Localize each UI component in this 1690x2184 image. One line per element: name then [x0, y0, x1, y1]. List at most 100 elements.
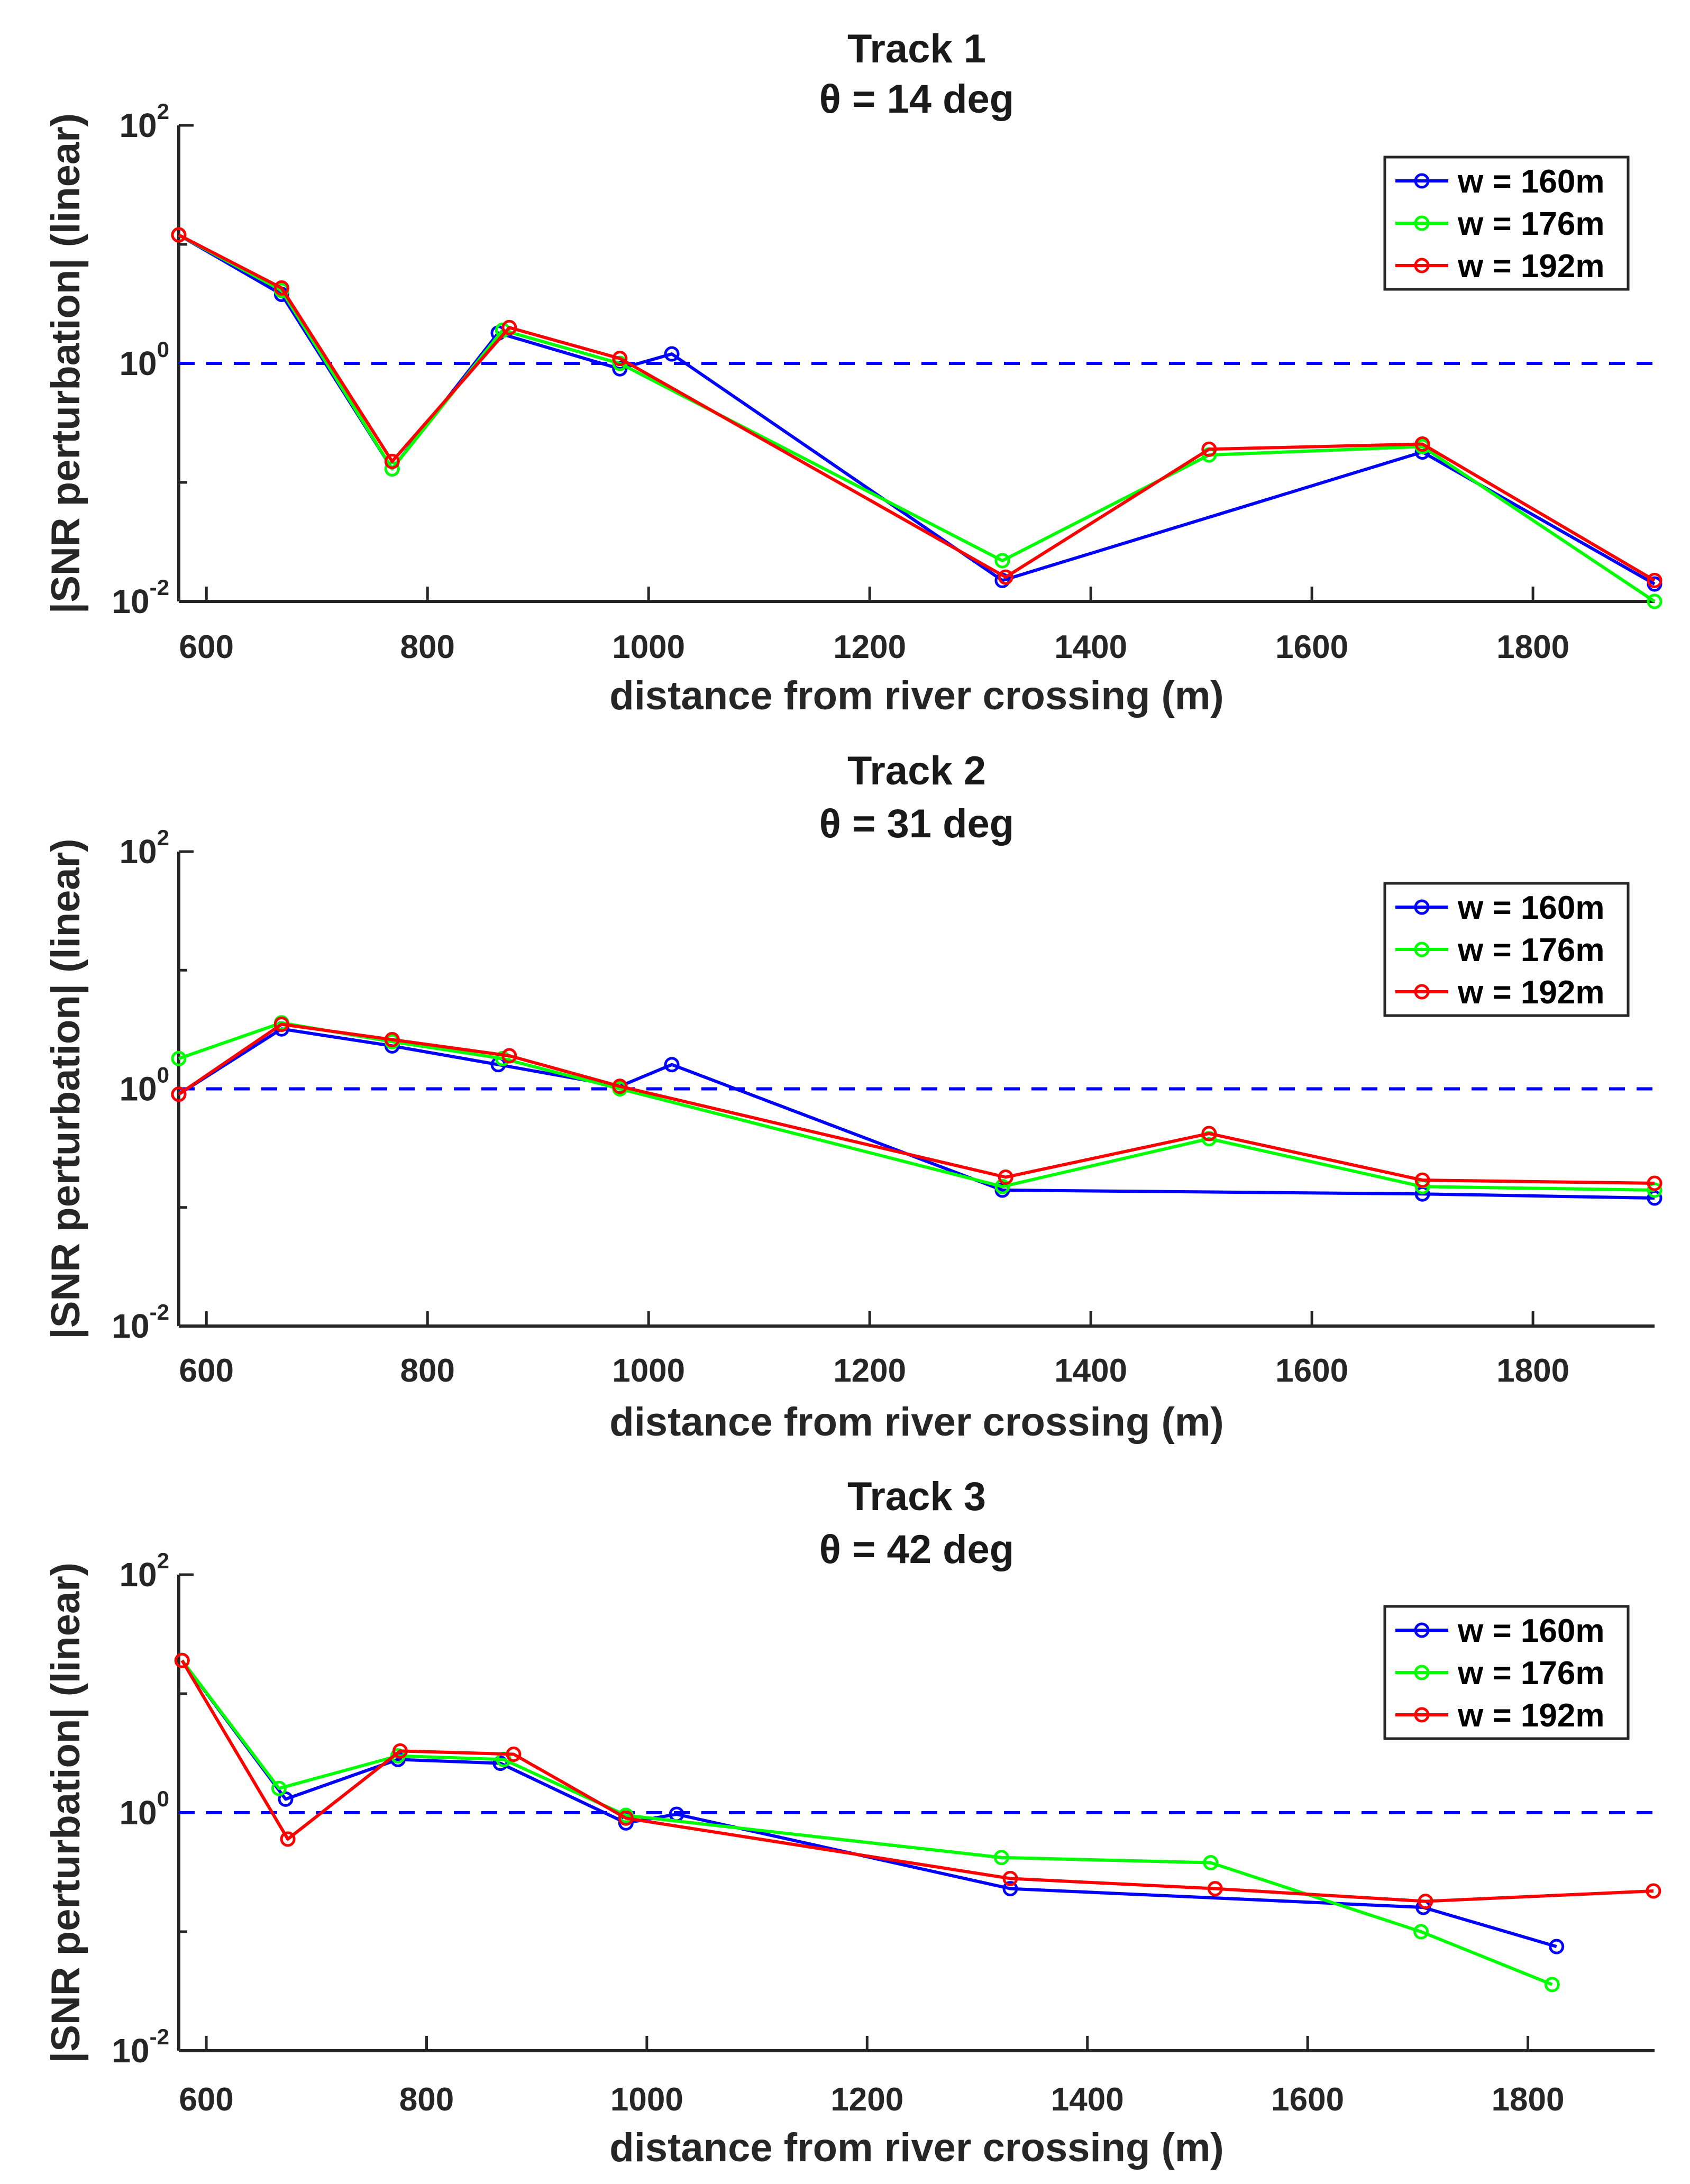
- x-tick-label: 800: [400, 1353, 454, 1389]
- x-tick-label: 800: [400, 629, 454, 665]
- y-tick-base: 10: [119, 1556, 157, 1594]
- chart-subtitle: θ = 42 deg: [819, 1527, 1014, 1572]
- x-tick-label: 1600: [1271, 2081, 1344, 2118]
- data-point: [1414, 1172, 1430, 1188]
- data-point: [1647, 572, 1662, 588]
- x-tick-label: 1000: [610, 2081, 683, 2118]
- x-tick-label: 1400: [1054, 629, 1127, 665]
- data-point: [998, 569, 1013, 585]
- x-tick-label: 1600: [1275, 1353, 1348, 1389]
- x-tick-label: 1800: [1496, 629, 1569, 665]
- y-tick-exponent: 2: [157, 1548, 169, 1573]
- legend-swatch-marker: [1414, 1665, 1430, 1680]
- legend: w = 160m w = 176m w = 192m: [1383, 156, 1630, 291]
- legend-item: w = 160m: [1395, 890, 1604, 926]
- data-point: [1002, 1881, 1018, 1897]
- data-point: [501, 319, 517, 335]
- series-1: [174, 1652, 1565, 1954]
- series-line: [178, 233, 1656, 582]
- data-point: [492, 1756, 508, 1771]
- y-tick-label: 10-2: [112, 1300, 169, 1345]
- legend-item: w = 176m: [1395, 1655, 1604, 1692]
- series-3: [171, 227, 1662, 588]
- data-point: [994, 553, 1010, 569]
- data-point: [994, 1178, 1010, 1194]
- y-tick-exponent: -2: [150, 1300, 169, 1324]
- series-line: [180, 1659, 1553, 1986]
- chart-title: Track 1: [847, 26, 986, 71]
- y-tick-label: 10-2: [112, 2024, 169, 2070]
- legend-item: w = 160m: [1395, 163, 1604, 200]
- legend-swatch-marker: [1414, 984, 1430, 1000]
- x-tick-label: 1000: [612, 1353, 685, 1389]
- y-tick-label: 102: [119, 1548, 169, 1594]
- x-tick-label: 1800: [1492, 2081, 1565, 2118]
- legend-swatch-marker: [1414, 899, 1430, 915]
- y-tick-label: 102: [119, 825, 169, 871]
- y-tick-exponent: 2: [157, 99, 169, 124]
- legend-label: w = 176m: [1457, 932, 1604, 968]
- series-line: [180, 1659, 1654, 1903]
- data-point: [998, 1169, 1013, 1185]
- legend-label: w = 176m: [1457, 1655, 1604, 1692]
- series-line: [178, 233, 1656, 603]
- data-point: [1002, 1870, 1018, 1886]
- data-point: [1544, 1977, 1560, 1993]
- legend-swatch-marker: [1414, 1707, 1430, 1723]
- legend-item: w = 192m: [1395, 248, 1604, 285]
- y-tick-exponent: -2: [150, 2024, 169, 2049]
- data-point: [1203, 1855, 1219, 1871]
- data-point: [278, 1791, 294, 1807]
- data-point: [271, 1780, 287, 1796]
- data-point: [273, 1016, 289, 1032]
- legend-swatch-marker: [1414, 215, 1430, 231]
- data-point: [501, 1048, 517, 1064]
- x-tick-label: 600: [179, 2081, 233, 2118]
- data-point: [1201, 1126, 1217, 1141]
- y-tick-label: 100: [119, 1786, 169, 1832]
- y-tick-base: 10: [112, 1307, 149, 1345]
- legend-swatch-marker: [1414, 942, 1430, 957]
- y-tick-base: 10: [119, 106, 157, 144]
- data-point: [612, 351, 628, 367]
- series-1: [171, 1021, 1662, 1206]
- x-axis-label: distance from river crossing (m): [609, 673, 1223, 718]
- y-tick-label: 100: [119, 337, 169, 382]
- data-point: [1646, 1883, 1661, 1899]
- legend-item: w = 192m: [1395, 1697, 1604, 1734]
- data-point: [273, 280, 289, 296]
- x-tick-label: 1200: [833, 629, 906, 665]
- x-ticks: 600 800 1000 1200 1400 1600 1800: [179, 587, 1569, 665]
- data-point: [280, 1831, 296, 1847]
- data-point: [384, 453, 400, 469]
- data-point: [664, 1057, 680, 1073]
- data-point: [1201, 441, 1217, 457]
- data-point: [171, 1086, 187, 1102]
- series-3: [174, 1652, 1661, 1909]
- legend-label: w = 192m: [1457, 974, 1604, 1011]
- data-point: [392, 1743, 408, 1759]
- data-point: [174, 1652, 190, 1668]
- data-point: [1647, 1190, 1662, 1206]
- x-ticks: 600 800 1000 1200 1400 1600 1800: [179, 1311, 1569, 1389]
- x-tick-label: 1800: [1496, 1353, 1569, 1389]
- chart-title: Track 2: [847, 748, 986, 793]
- y-tick-label: 102: [119, 99, 169, 144]
- legend-label: w = 192m: [1457, 248, 1604, 285]
- x-tick-label: 600: [179, 629, 234, 665]
- data-point: [1418, 1894, 1433, 1909]
- x-tick-label: 1400: [1054, 1353, 1127, 1389]
- y-tick-exponent: 0: [157, 337, 169, 362]
- legend-swatch-marker: [1414, 173, 1430, 189]
- data-point: [1549, 1939, 1565, 1954]
- y-tick-base: 10: [112, 582, 149, 620]
- legend-label: w = 160m: [1457, 890, 1604, 926]
- x-tick-label: 1200: [833, 1353, 906, 1389]
- y-axis-label: |SNR perturbation| (linear): [43, 1562, 89, 2063]
